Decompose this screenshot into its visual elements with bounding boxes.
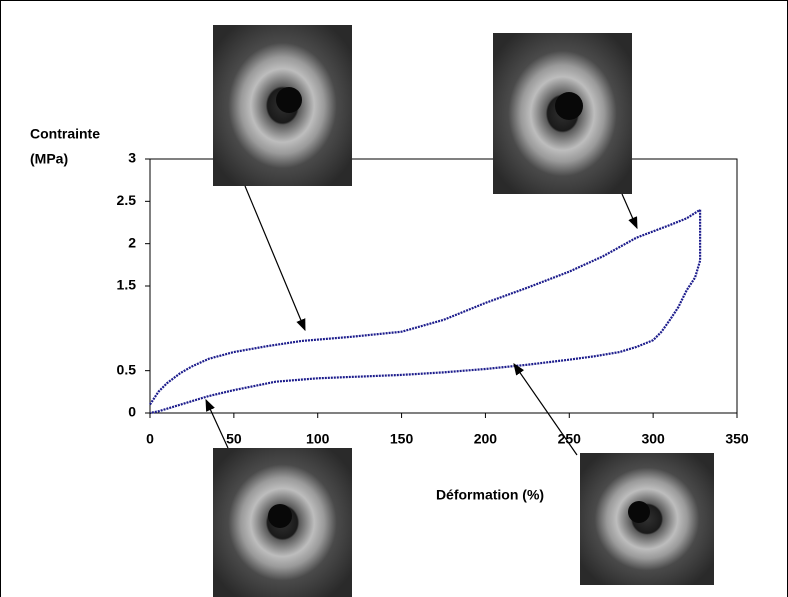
image-center: [628, 501, 650, 523]
arrow: [621, 193, 638, 230]
x-tick-label: 250: [558, 431, 582, 447]
diffraction-images: [213, 25, 714, 597]
x-tick-label: 350: [725, 431, 749, 447]
x-tick-label: 150: [390, 431, 414, 447]
arrow: [513, 363, 578, 456]
plot-area: [149, 158, 738, 414]
arrows: [205, 185, 638, 456]
y-axis-label: Contrainte: [30, 126, 100, 142]
image-center: [268, 504, 292, 528]
y-tick-label: 3: [128, 150, 136, 166]
arrow: [244, 185, 306, 332]
x-tick-label: 100: [306, 431, 330, 447]
y-axis-label: (MPa): [30, 151, 68, 167]
curve: [149, 209, 702, 415]
arrow: [205, 398, 229, 449]
y-tick-label: 2.5: [117, 192, 137, 208]
curve: [149, 208, 701, 406]
image-center: [555, 92, 583, 120]
image-center: [276, 87, 302, 113]
y-tick-label: 2: [128, 234, 136, 250]
y-tick-label: 1.5: [117, 277, 137, 293]
x-tick-label: 300: [641, 431, 665, 447]
x-tick-label: 200: [474, 431, 498, 447]
x-tick-label: 50: [226, 431, 242, 447]
x-axis-label: Déformation (%): [436, 487, 544, 503]
x-tick-label: 0: [146, 431, 154, 447]
y-tick-label: 0: [128, 404, 136, 420]
y-tick-label: 0.5: [117, 361, 137, 377]
